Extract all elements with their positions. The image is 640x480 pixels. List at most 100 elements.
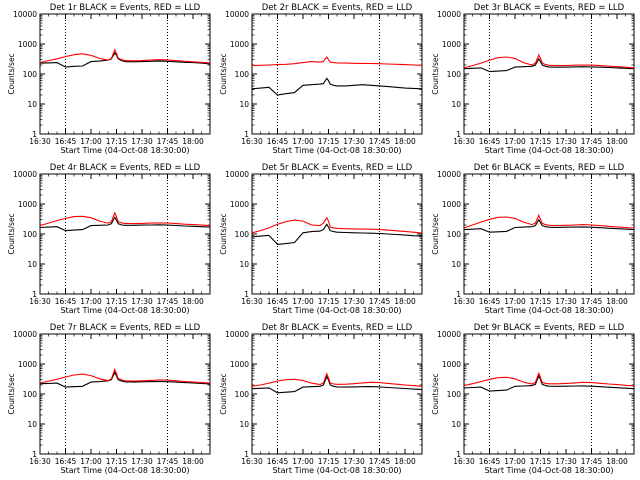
x-axis-label: Start Time (04-Oct-08 18:30:00) xyxy=(60,146,189,155)
y-tick-label: 10000 xyxy=(437,10,461,19)
chart-panel: Det 2r BLACK = Events, RED = LLD 1 10 100 10… xyxy=(219,3,423,155)
x-tick-label: 17:30 xyxy=(555,297,577,306)
x-tick-label: 17:45 xyxy=(581,457,603,466)
y-tick-label: 10000 xyxy=(225,330,249,339)
chart-panel: Det 6r BLACK = Events, RED = LLD 1 10 100 10… xyxy=(431,163,635,315)
y-tick-label: 1 xyxy=(32,450,37,459)
chart-panel: Det 8r BLACK = Events, RED = LLD 1 10 100 10… xyxy=(219,323,423,475)
y-tick-label: 1000 xyxy=(230,360,249,369)
x-tick-label: 17:30 xyxy=(131,297,153,306)
x-tick-label: 16:45 xyxy=(267,297,289,306)
chart-panel: Det 3r BLACK = Events, RED = LLD 1 10 100 10… xyxy=(431,3,635,155)
chart-title: Det 5r BLACK = Events, RED = LLD xyxy=(262,163,413,173)
series-line-lld xyxy=(39,367,211,384)
x-tick-label: 17:15 xyxy=(106,297,128,306)
x-tick-label: 18:00 xyxy=(394,137,416,146)
x-tick-label: 17:30 xyxy=(343,137,365,146)
series-line-lld xyxy=(463,371,635,387)
chart-title: Det 1r BLACK = Events, RED = LLD xyxy=(50,3,201,13)
y-tick-label: 1 xyxy=(456,290,461,299)
x-tick-label: 17:30 xyxy=(131,457,153,466)
y-tick-label: 100 xyxy=(235,390,250,399)
x-tick-label: 18:00 xyxy=(606,297,628,306)
y-axis-label: Counts/sec xyxy=(7,213,16,254)
y-tick-label: 10 xyxy=(239,100,249,109)
x-tick-label: 16:45 xyxy=(55,457,77,466)
x-tick-label: 17:00 xyxy=(504,137,526,146)
y-tick-label: 100 xyxy=(23,390,38,399)
y-tick-label: 10 xyxy=(451,420,461,429)
x-tick-label: 17:30 xyxy=(343,457,365,466)
x-tick-label: 16:30 xyxy=(241,137,263,146)
chart-title: Det 8r BLACK = Events, RED = LLD xyxy=(262,323,413,333)
x-tick-label: 16:45 xyxy=(479,137,501,146)
y-axis-label: Counts/sec xyxy=(431,53,440,94)
y-tick-label: 10000 xyxy=(437,170,461,179)
y-tick-label: 1 xyxy=(244,290,249,299)
series-line-events xyxy=(39,52,211,68)
chart-title: Det 9r BLACK = Events, RED = LLD xyxy=(474,323,625,333)
y-tick-label: 100 xyxy=(23,70,38,79)
y-tick-label: 1000 xyxy=(442,200,461,209)
y-tick-label: 10000 xyxy=(225,170,249,179)
y-tick-label: 1 xyxy=(32,290,37,299)
x-tick-label: 16:30 xyxy=(29,457,51,466)
y-tick-label: 100 xyxy=(447,230,462,239)
series-line-lld xyxy=(251,216,423,234)
chart-title: Det 7r BLACK = Events, RED = LLD xyxy=(50,323,201,333)
x-axis-label: Start Time (04-Oct-08 18:30:00) xyxy=(484,146,613,155)
x-tick-label: 17:15 xyxy=(318,297,340,306)
y-tick-label: 10000 xyxy=(225,10,249,19)
x-tick-label: 17:00 xyxy=(292,297,314,306)
chart-title: Det 6r BLACK = Events, RED = LLD xyxy=(474,163,625,173)
y-tick-label: 1000 xyxy=(442,40,461,49)
x-tick-label: 16:45 xyxy=(479,297,501,306)
y-tick-label: 10 xyxy=(451,260,461,269)
series-line-events xyxy=(251,223,423,245)
y-tick-label: 1000 xyxy=(18,200,37,209)
x-tick-label: 17:15 xyxy=(530,137,552,146)
y-axis-label: Counts/sec xyxy=(219,53,228,94)
x-tick-label: 17:30 xyxy=(131,137,153,146)
y-tick-label: 100 xyxy=(447,390,462,399)
x-tick-label: 18:00 xyxy=(394,297,416,306)
x-tick-label: 17:15 xyxy=(530,457,552,466)
y-tick-label: 1000 xyxy=(442,360,461,369)
series-line-events xyxy=(39,216,211,232)
x-tick-label: 16:45 xyxy=(267,457,289,466)
x-tick-label: 17:45 xyxy=(369,457,391,466)
y-axis-label: Counts/sec xyxy=(219,213,228,254)
y-tick-label: 10 xyxy=(27,420,37,429)
y-axis-label: Counts/sec xyxy=(7,373,16,414)
x-tick-label: 16:30 xyxy=(241,457,263,466)
x-tick-label: 16:45 xyxy=(267,137,289,146)
x-tick-label: 16:30 xyxy=(453,457,475,466)
x-tick-label: 16:30 xyxy=(29,137,51,146)
x-axis-label: Start Time (04-Oct-08 18:30:00) xyxy=(60,466,189,475)
x-tick-label: 17:45 xyxy=(157,297,179,306)
y-axis-label: Counts/sec xyxy=(219,373,228,414)
y-tick-label: 10000 xyxy=(437,330,461,339)
x-axis-label: Start Time (04-Oct-08 18:30:00) xyxy=(272,466,401,475)
x-tick-label: 17:30 xyxy=(343,297,365,306)
x-tick-label: 16:45 xyxy=(479,457,501,466)
x-axis-label: Start Time (04-Oct-08 18:30:00) xyxy=(484,306,613,315)
x-axis-label: Start Time (04-Oct-08 18:30:00) xyxy=(272,306,401,315)
x-axis-label: Start Time (04-Oct-08 18:30:00) xyxy=(272,146,401,155)
y-tick-label: 1000 xyxy=(230,200,249,209)
y-tick-label: 1000 xyxy=(18,360,37,369)
x-tick-label: 17:00 xyxy=(292,137,314,146)
y-tick-label: 100 xyxy=(235,70,250,79)
x-tick-label: 17:00 xyxy=(504,457,526,466)
x-tick-label: 18:00 xyxy=(182,297,204,306)
x-tick-label: 17:00 xyxy=(292,457,314,466)
x-tick-label: 17:00 xyxy=(504,297,526,306)
chart-panel: Det 7r BLACK = Events, RED = LLD 1 10 100 10… xyxy=(7,323,211,475)
series-line-lld xyxy=(463,213,635,229)
chart-panel: Det 5r BLACK = Events, RED = LLD 1 10 100 10… xyxy=(219,163,423,315)
series-line-events xyxy=(39,371,211,388)
series-line-events xyxy=(251,77,423,96)
x-tick-label: 17:45 xyxy=(581,137,603,146)
y-tick-label: 10 xyxy=(451,100,461,109)
y-tick-label: 1 xyxy=(244,450,249,459)
